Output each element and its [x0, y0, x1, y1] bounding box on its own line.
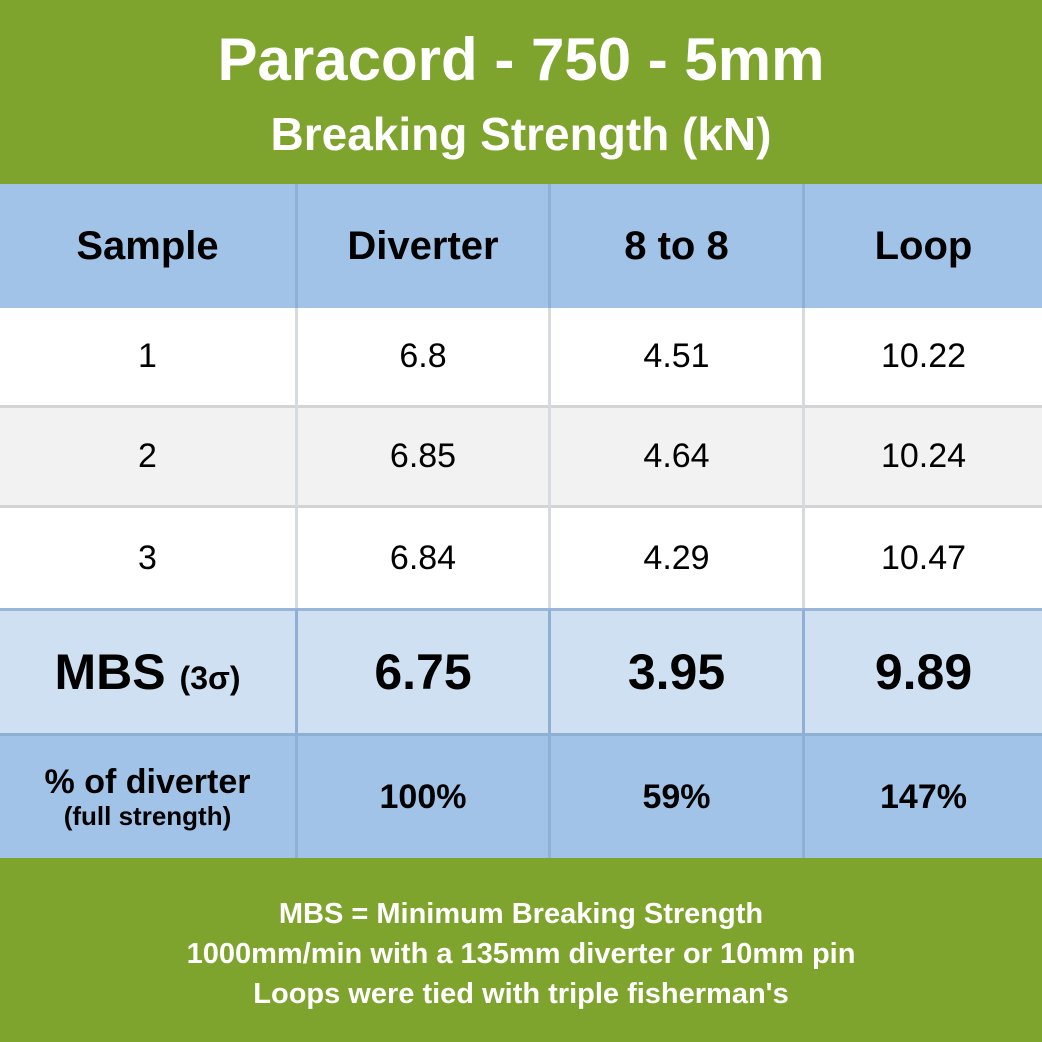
table-cell-loop: 10.47: [805, 508, 1042, 608]
page-title: Paracord - 750 - 5mm: [217, 26, 825, 93]
results-table: Sample Diverter 8 to 8 Loop 1 6.8 4.51 1…: [0, 184, 1042, 858]
column-header-sample: Sample: [0, 184, 298, 308]
table-cell-loop: 10.24: [805, 408, 1042, 508]
header-banner: Paracord - 750 - 5mm Breaking Strength (…: [0, 0, 1042, 184]
percent-value-loop: 147%: [805, 733, 1042, 858]
table-cell-8-to-8: 4.51: [551, 308, 805, 408]
table-cell-8-to-8: 4.29: [551, 508, 805, 608]
mbs-value-diverter: 6.75: [298, 608, 551, 733]
mbs-row-label: MBS (3σ): [0, 608, 298, 733]
table-cell-8-to-8: 4.64: [551, 408, 805, 508]
table-cell-sample: 2: [0, 408, 298, 508]
percent-sublabel-text: (full strength): [63, 800, 232, 831]
percent-label-text: % of diverter: [44, 762, 251, 801]
table-cell-sample: 3: [0, 508, 298, 608]
mbs-value-8-to-8: 3.95: [551, 608, 805, 733]
page-subtitle: Breaking Strength (kN): [270, 108, 772, 160]
table-cell-diverter: 6.84: [298, 508, 551, 608]
percent-row-label: % of diverter (full strength): [0, 733, 298, 858]
table-cell-diverter: 6.8: [298, 308, 551, 408]
table-cell-diverter: 6.85: [298, 408, 551, 508]
column-header-loop: Loop: [805, 184, 1042, 308]
column-header-diverter: Diverter: [298, 184, 551, 308]
table-cell-loop: 10.22: [805, 308, 1042, 408]
footer-banner: [0, 858, 1042, 1042]
mbs-sigma-label: (3σ): [179, 660, 241, 696]
percent-value-8-to-8: 59%: [551, 733, 805, 858]
column-header-8-to-8: 8 to 8: [551, 184, 805, 308]
mbs-label-text: MBS: [54, 644, 166, 700]
table-cell-sample: 1: [0, 308, 298, 408]
mbs-value-loop: 9.89: [805, 608, 1042, 733]
percent-value-diverter: 100%: [298, 733, 551, 858]
